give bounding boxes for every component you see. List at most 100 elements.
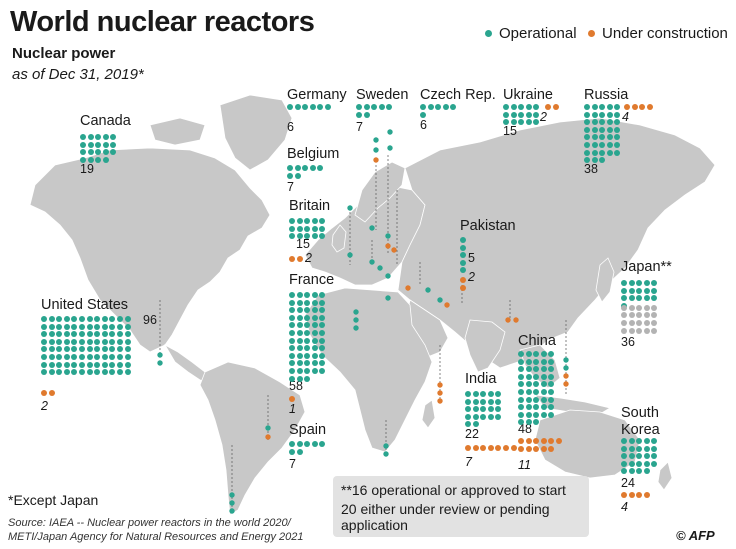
russia-operational-dot <box>614 142 621 148</box>
belgium-operational-dot <box>294 172 301 179</box>
landmass-south-america <box>199 361 306 516</box>
china-operational-dot <box>548 389 555 395</box>
china-operational-dot <box>525 373 532 380</box>
reactor-marker <box>563 365 569 371</box>
france-operational-dot <box>296 299 303 306</box>
us-operational-dot <box>101 354 108 360</box>
us-operational-dot <box>109 346 116 353</box>
britain-operational-dot <box>296 233 303 240</box>
us-operational-dot <box>41 338 47 345</box>
france-operational-dot <box>289 330 295 336</box>
us-operational-dot <box>63 331 70 338</box>
china-operational-dot <box>533 366 540 373</box>
country-label-britain: Britain <box>289 198 331 214</box>
reactor-marker <box>437 390 443 396</box>
china-operational-dot <box>548 351 555 357</box>
germany-operational-dot <box>287 104 293 110</box>
belgium-operational-dot <box>302 165 309 171</box>
count-russia-construction: 4 <box>622 110 629 124</box>
ukraine-operational-dot <box>533 104 540 110</box>
russia-operational-dot <box>614 134 621 141</box>
landmass-greenland <box>219 94 293 171</box>
us-operational-dot <box>94 338 101 345</box>
france-operational-dot <box>289 360 295 367</box>
russia-operational-dot <box>606 104 613 110</box>
france-operational-dot <box>296 352 303 359</box>
japan-note-box: **16 operational or approved to start 20… <box>333 476 589 537</box>
us-operational-dot <box>94 369 101 376</box>
us-operational-dot <box>86 369 93 376</box>
us-operational-dot <box>79 338 85 345</box>
china-operational-dot <box>533 358 540 365</box>
country-label-south-korea-line1: South <box>621 405 659 421</box>
russia-construction-dot <box>624 104 630 110</box>
china-operational-dot <box>548 373 555 380</box>
britain-operational-dot <box>319 233 326 240</box>
count-britain-operational: 15 <box>296 237 310 251</box>
china-construction-dot <box>533 445 540 452</box>
japan-other-dot <box>628 304 635 311</box>
us-operational-dot <box>101 346 108 353</box>
france-operational-dot <box>289 292 295 298</box>
france-operational-dot <box>319 360 326 367</box>
count-us-operational: 96 <box>143 313 157 327</box>
japan-operational-dot <box>621 295 627 302</box>
spain-operational-dot <box>289 448 295 455</box>
sweden-operational-dot <box>363 104 370 110</box>
us-operational-dot <box>79 323 85 330</box>
japan-note-line1: **16 operational or approved to start <box>341 482 566 498</box>
us-operational-dot <box>79 331 85 338</box>
france-operational-dot <box>304 322 311 329</box>
china-operational-dot <box>533 404 540 411</box>
count-china-construction: 11 <box>518 458 531 472</box>
india-operational-dot <box>480 391 487 397</box>
reactor-marker <box>505 317 511 323</box>
canada-operational-dot <box>87 134 94 140</box>
russia-operational-dot <box>584 104 590 110</box>
us-construction-dot <box>48 390 55 396</box>
russia-operational-dot <box>606 149 613 156</box>
france-construction-dot <box>289 396 295 402</box>
france-operational-dot <box>311 307 318 314</box>
count-russia-operational: 38 <box>584 162 598 176</box>
france-operational-dot <box>311 360 318 367</box>
reactor-marker <box>373 157 379 163</box>
ukraine-construction-dot <box>552 104 559 110</box>
landmass-new-zealand <box>657 461 673 491</box>
count-ukraine-construction: 2 <box>540 110 547 124</box>
us-operational-dot <box>63 369 70 376</box>
india-construction-dot <box>495 445 502 451</box>
china-operational-dot <box>518 358 524 365</box>
us-operational-dot <box>41 369 47 376</box>
us-operational-dot <box>48 369 55 376</box>
country-label-japan: Japan** <box>621 259 672 275</box>
reactor-marker <box>377 265 383 271</box>
us-operational-dot <box>48 331 55 338</box>
landmass-arctic-islands <box>149 117 206 146</box>
canada-operational-dot <box>110 149 117 156</box>
france-operational-dot <box>296 314 303 321</box>
russia-operational-dot <box>606 119 613 126</box>
reactor-marker <box>437 382 443 388</box>
india-operational-dot <box>487 406 494 413</box>
britain-operational-dot <box>311 233 318 240</box>
pakistan-operational-dot <box>460 267 466 274</box>
us-operational-dot <box>79 369 85 376</box>
india-operational-dot <box>487 391 494 397</box>
us-operational-dot <box>71 338 78 345</box>
reactor-marker <box>347 205 353 211</box>
count-pakistan-construction: 2 <box>468 270 475 284</box>
us-operational-dot <box>124 346 131 353</box>
britain-operational-dot <box>289 225 295 232</box>
germany-operational-dot <box>325 104 331 110</box>
south-korea-operational-dot <box>651 453 658 460</box>
count-japan-total: 36 <box>621 335 635 349</box>
us-operational-dot <box>86 331 93 338</box>
south-korea-operational-dot <box>628 438 635 444</box>
china-operational-dot <box>518 381 524 388</box>
us-operational-dot <box>41 323 47 330</box>
japan-other-dot <box>651 312 658 319</box>
india-operational-dot <box>465 421 471 428</box>
pakistan-construction-dot <box>460 277 466 283</box>
ukraine-operational-dot <box>503 119 509 126</box>
